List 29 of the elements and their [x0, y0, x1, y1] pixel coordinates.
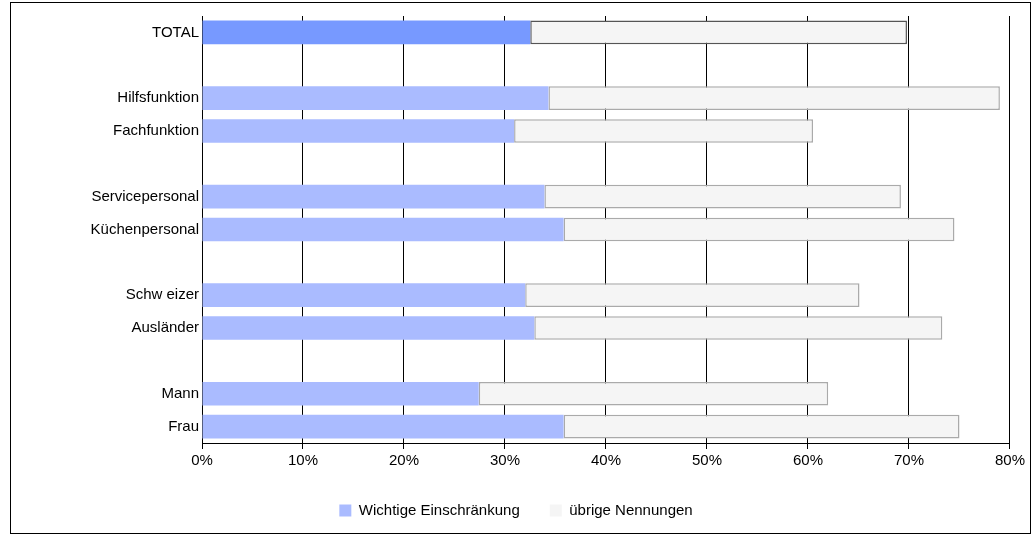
x-tick-label: 30% — [489, 451, 521, 469]
x-tick-label: 70% — [893, 451, 925, 469]
y-tick-label: Ausländer — [131, 318, 199, 336]
bar — [202, 414, 564, 439]
y-tick-label: Schw eizer — [125, 285, 199, 303]
legend-label: übrige Nennungen — [569, 500, 693, 518]
legend-label: Wichtige Einschränkung — [358, 500, 520, 518]
x-tick-label: 80% — [994, 451, 1025, 469]
y-tick-label: Küchenpersonal — [90, 219, 199, 237]
x-tick-label: 0% — [191, 451, 213, 469]
bar — [202, 86, 549, 110]
y-tick-label: Frau — [168, 416, 199, 434]
y-tick-label: TOTAL — [152, 22, 199, 40]
y-tick-label: Hilfsfunktion — [117, 88, 199, 106]
bar — [202, 283, 526, 308]
y-tick-label: Mann — [161, 383, 199, 401]
x-tick-label: 50% — [691, 451, 723, 469]
bar — [202, 184, 545, 209]
bar — [202, 20, 531, 45]
x-tick-label: 60% — [792, 451, 824, 469]
y-tick-label: Servicepersonal — [91, 186, 199, 204]
x-tick-label: 20% — [388, 451, 420, 469]
x-tick-label: 10% — [287, 451, 319, 469]
x-tick-label: 40% — [590, 451, 622, 469]
bar — [202, 119, 515, 143]
y-tick-label: Fachfunktion — [113, 121, 199, 139]
bar — [202, 381, 479, 406]
bar — [202, 217, 564, 242]
bar — [202, 316, 535, 340]
